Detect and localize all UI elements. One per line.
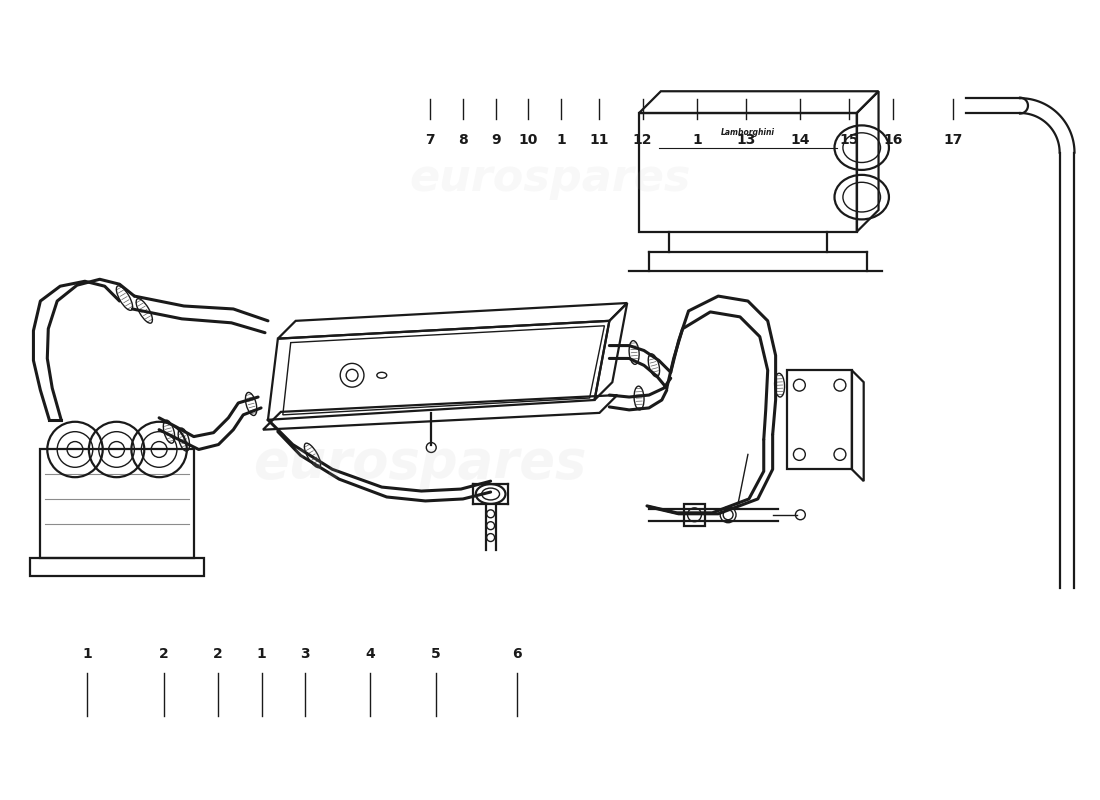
Text: 5: 5 bbox=[431, 647, 441, 662]
Text: 1: 1 bbox=[692, 133, 702, 147]
Text: 13: 13 bbox=[736, 133, 756, 147]
Bar bbox=[788, 370, 851, 470]
Text: 2: 2 bbox=[158, 647, 168, 662]
Text: 7: 7 bbox=[426, 133, 436, 147]
Text: 12: 12 bbox=[632, 133, 652, 147]
Text: 14: 14 bbox=[791, 133, 810, 147]
Text: 10: 10 bbox=[518, 133, 538, 147]
Bar bbox=[41, 450, 194, 558]
Text: eurospares: eurospares bbox=[409, 157, 691, 200]
Text: 1: 1 bbox=[82, 647, 92, 662]
Text: 15: 15 bbox=[839, 133, 859, 147]
Text: 1: 1 bbox=[256, 647, 266, 662]
Text: eurospares: eurospares bbox=[253, 438, 586, 490]
Text: 3: 3 bbox=[300, 647, 310, 662]
Bar bbox=[683, 504, 705, 526]
Text: Lamborghini: Lamborghini bbox=[720, 128, 774, 137]
Text: 8: 8 bbox=[458, 133, 468, 147]
Text: 16: 16 bbox=[883, 133, 903, 147]
Text: 17: 17 bbox=[943, 133, 962, 147]
Text: 6: 6 bbox=[513, 647, 522, 662]
Text: 4: 4 bbox=[365, 647, 375, 662]
Bar bbox=[31, 558, 204, 576]
Bar bbox=[639, 113, 857, 232]
Text: 1: 1 bbox=[556, 133, 565, 147]
Text: 2: 2 bbox=[213, 647, 223, 662]
Text: 9: 9 bbox=[491, 133, 501, 147]
Text: 11: 11 bbox=[590, 133, 608, 147]
